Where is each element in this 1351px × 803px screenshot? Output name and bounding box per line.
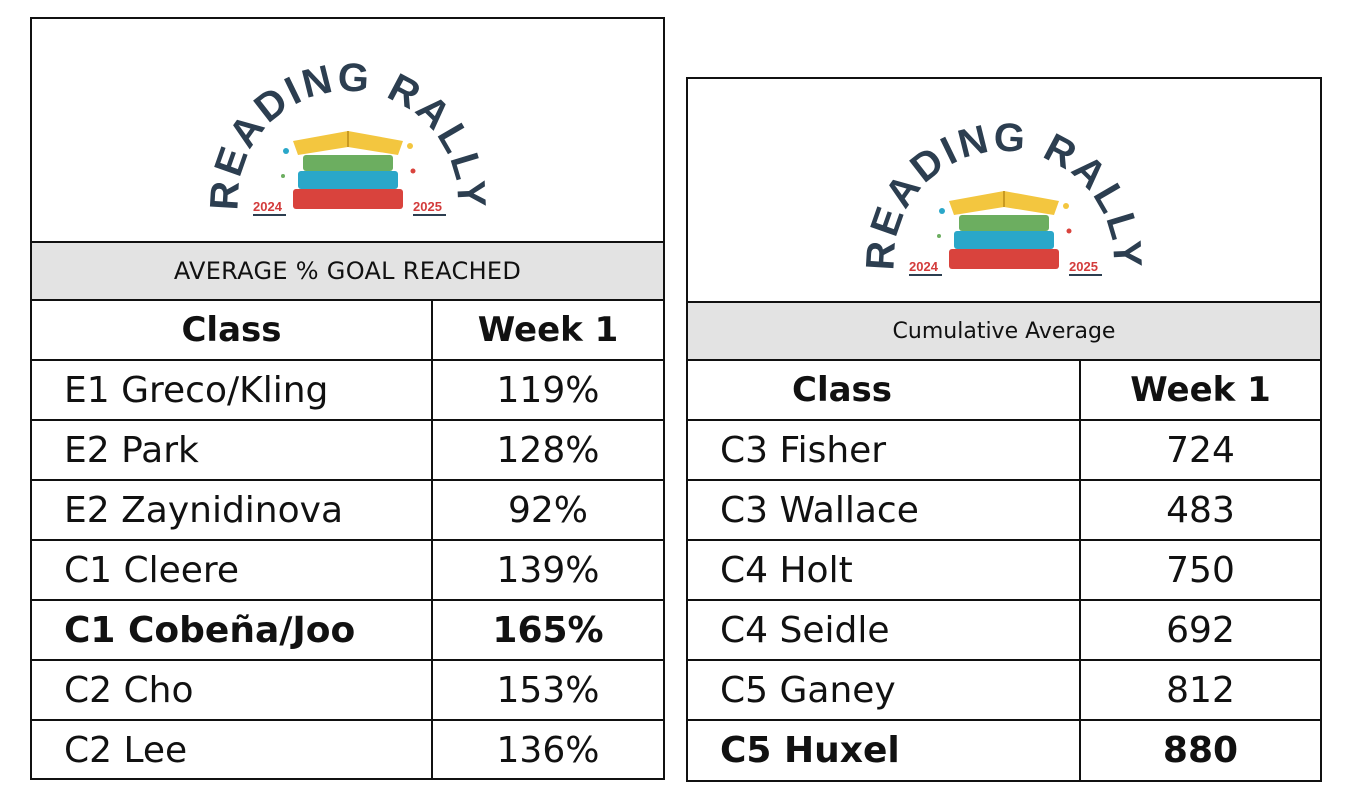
value-cell: 750 — [1079, 539, 1320, 601]
table-header-row: Class Week 1 — [32, 301, 663, 361]
class-cell: C1 Cobeña/Joo — [32, 599, 433, 661]
header-class: Class — [688, 361, 1081, 421]
class-cell: C1 Cleere — [32, 539, 433, 601]
class-cell: C2 Lee — [32, 719, 433, 780]
svg-text:2025: 2025 — [1069, 259, 1098, 274]
subtitle-band: Cumulative Average — [688, 303, 1320, 361]
class-cell: E2 Park — [32, 419, 433, 481]
value-cell: 139% — [431, 539, 663, 601]
class-cell: C4 Seidle — [688, 599, 1081, 661]
class-cell: C2 Cho — [32, 659, 433, 721]
table-row: C1 Cleere 139% — [32, 539, 663, 601]
subtitle-text: Cumulative Average — [892, 318, 1116, 344]
value-cell: 119% — [431, 359, 663, 421]
table-row: E2 Zaynidinova 92% — [32, 479, 663, 541]
logo-area: READING RALLY 2024 2025 — [688, 79, 1320, 303]
subtitle-text: AVERAGE % GOAL REACHED — [173, 257, 522, 285]
table-row: C4 Holt 750 — [688, 539, 1320, 601]
value-cell: 812 — [1079, 659, 1320, 721]
class-cell: C3 Wallace — [688, 479, 1081, 541]
value-cell: 880 — [1079, 719, 1320, 780]
table-row: C3 Fisher 724 — [688, 419, 1320, 481]
table-row: E1 Greco/Kling 119% — [32, 359, 663, 421]
value-cell: 724 — [1079, 419, 1320, 481]
table-row-highlight: C5 Huxel 880 — [688, 719, 1320, 780]
table-row: C4 Seidle 692 — [688, 599, 1320, 661]
table-row: C2 Cho 153% — [32, 659, 663, 721]
subtitle-band: AVERAGE % GOAL REACHED — [32, 243, 663, 301]
header-week1: Week 1 — [431, 301, 663, 361]
reading-rally-logo: READING RALLY 2024 2025 — [858, 115, 1147, 276]
reading-rally-logo: READING RALLY 2024 2025 — [202, 55, 490, 216]
goal-reached-panel: READING RALLY 2024 2025 AVERAGE % GOAL R… — [30, 17, 665, 780]
value-cell: 128% — [431, 419, 663, 481]
value-cell: 92% — [431, 479, 663, 541]
svg-text:2025: 2025 — [413, 199, 442, 214]
logo-area: READING RALLY 2024 2025 — [32, 19, 663, 243]
value-cell: 692 — [1079, 599, 1320, 661]
goal-table: Class Week 1 E1 Greco/Kling 119% E2 Park 1… — [32, 301, 663, 780]
table-row: E2 Park 128% — [32, 419, 663, 481]
value-cell: 136% — [431, 719, 663, 780]
value-cell: 483 — [1079, 479, 1320, 541]
cumulative-table: Class Week 1 C3 Fisher 724 C3 Wallace 483 … — [688, 361, 1320, 780]
svg-text:2024: 2024 — [253, 199, 283, 214]
class-cell: C5 Huxel — [688, 719, 1081, 780]
table-header-row: Class Week 1 — [688, 361, 1320, 421]
value-cell: 153% — [431, 659, 663, 721]
table-row: C5 Ganey 812 — [688, 659, 1320, 721]
cumulative-average-panel: READING RALLY 2024 2025 Cumulative Avera… — [686, 77, 1322, 782]
table-row-highlight: C1 Cobeña/Joo 165% — [32, 599, 663, 661]
class-cell: C4 Holt — [688, 539, 1081, 601]
class-cell: E2 Zaynidinova — [32, 479, 433, 541]
class-cell: C3 Fisher — [688, 419, 1081, 481]
value-cell: 165% — [431, 599, 663, 661]
header-class: Class — [32, 301, 433, 361]
table-row: C3 Wallace 483 — [688, 479, 1320, 541]
header-week1: Week 1 — [1079, 361, 1320, 421]
class-cell: C5 Ganey — [688, 659, 1081, 721]
svg-text:2024: 2024 — [909, 259, 939, 274]
table-row: C2 Lee 136% — [32, 719, 663, 780]
class-cell: E1 Greco/Kling — [32, 359, 433, 421]
